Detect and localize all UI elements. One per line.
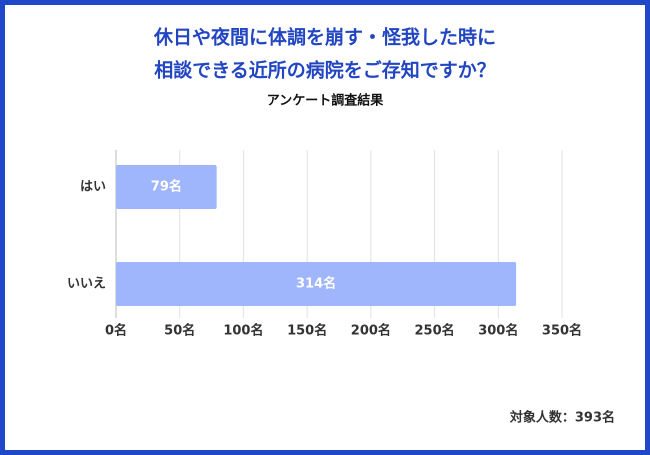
chart-subtitle: アンケート調査結果 [267, 93, 383, 109]
x-tick-label: 300名 [478, 323, 518, 339]
bar [116, 165, 217, 209]
x-tick-label: 50名 [164, 323, 195, 339]
x-tick-label: 150名 [287, 323, 327, 339]
value-label: 79名 [151, 179, 182, 195]
x-tick-label: 100名 [223, 323, 263, 339]
annotation: 対象人数：393名 [509, 410, 615, 426]
chart-title: 休日や夜間に体調を崩す・怪我した時に [153, 26, 496, 49]
y-tick-label: いいえ [67, 277, 106, 292]
value-label: 314名 [296, 276, 336, 292]
x-tick-label: 350名 [542, 323, 582, 339]
y-tick-label: はい [80, 180, 106, 195]
x-tick-label: 200名 [351, 323, 391, 339]
x-tick-label: 0名 [105, 323, 127, 339]
x-tick-label: 250名 [415, 323, 455, 339]
chart-title: 相談できる近所の病院をご存知ですか？ [154, 59, 496, 82]
bar [116, 262, 517, 306]
